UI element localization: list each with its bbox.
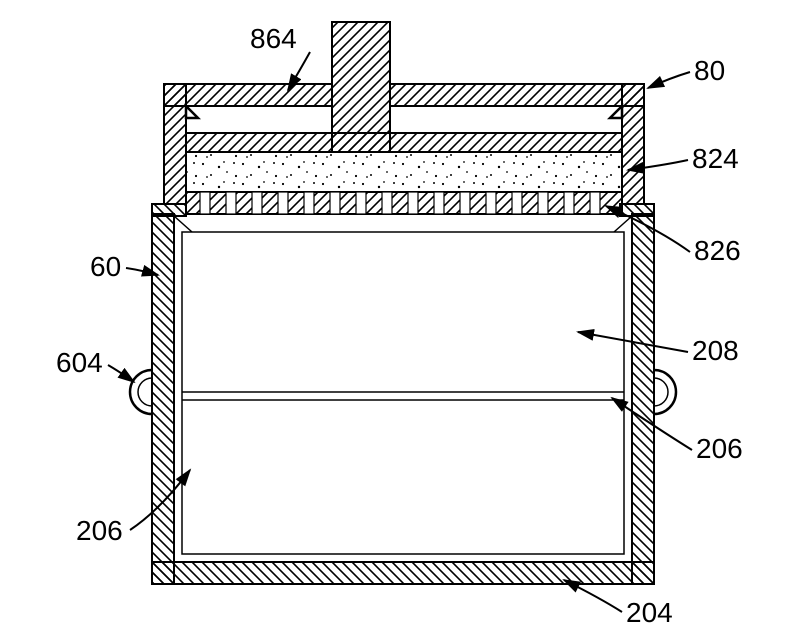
lid-corner-notch-right xyxy=(610,106,622,118)
handle-left-604 xyxy=(130,370,152,414)
leader-604 xyxy=(108,365,134,382)
container-rim-left xyxy=(152,204,186,216)
label-208: 208 xyxy=(692,335,739,366)
filter-medium-824 xyxy=(186,152,622,192)
perforated-plate-826 xyxy=(186,192,622,214)
inner-vessel-206 xyxy=(182,232,624,554)
label-604: 604 xyxy=(56,347,103,378)
label-60: 60 xyxy=(90,251,121,282)
inner-corner-tr xyxy=(614,216,632,232)
lid-plunger-plate xyxy=(186,133,622,152)
label-206-right: 206 xyxy=(696,433,743,464)
lid-side-left xyxy=(164,84,186,204)
container-wall-left xyxy=(152,214,174,584)
container-wall-right xyxy=(632,214,654,584)
inner-corner-tl xyxy=(174,216,192,232)
lid-top-plate-right xyxy=(390,84,644,106)
leader-80 xyxy=(648,72,690,88)
lid-side-right xyxy=(622,84,644,204)
diagram-root: 864 80 824 826 208 206 204 206 604 60 xyxy=(0,0,800,638)
container-bottom-204 xyxy=(152,562,654,584)
lid-top-plate-left xyxy=(164,84,332,106)
label-204: 204 xyxy=(626,597,673,628)
label-826: 826 xyxy=(694,235,741,266)
handle-right xyxy=(654,370,676,414)
label-206-left: 206 xyxy=(76,515,123,546)
handle-right-inner xyxy=(654,378,668,406)
handle-left-inner xyxy=(138,378,152,406)
lid-corner-notch-left xyxy=(186,106,198,118)
label-824: 824 xyxy=(692,143,739,174)
label-80: 80 xyxy=(694,55,725,86)
label-864: 864 xyxy=(250,23,297,54)
